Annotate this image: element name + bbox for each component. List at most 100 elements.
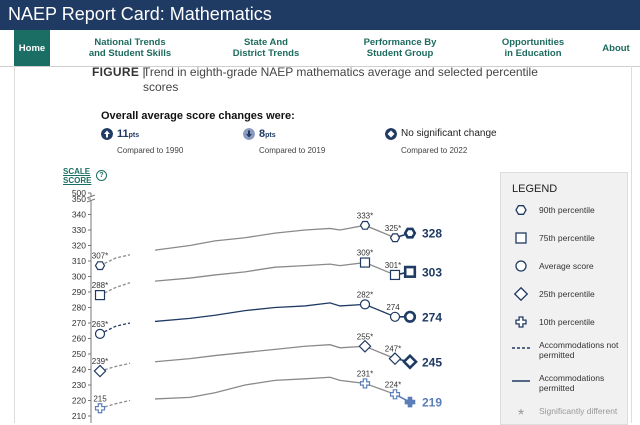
point-cross-11 [359, 378, 371, 389]
legend-label: 10th percentile [539, 317, 595, 327]
y-tick-label-330: 330 [72, 225, 86, 235]
y-tick-label-230: 230 [72, 380, 86, 390]
data-label-square-0: 288* [92, 281, 108, 290]
end-label-cross: 219 [422, 396, 442, 410]
solid-line [154, 261, 396, 282]
solid-line [154, 376, 396, 400]
point-cross-0 [94, 403, 106, 414]
dashed-line-icon [512, 347, 530, 349]
dashed-line [99, 399, 131, 409]
figure-label: FIGURE | [92, 65, 146, 79]
content-frame-right [631, 66, 632, 423]
point-cross-12 [389, 389, 401, 400]
y-tick-label-320: 320 [72, 241, 86, 251]
point-square-0 [94, 289, 106, 301]
series-hexagon: 307* 333* 325* 328 [92, 211, 442, 271]
nav-national-trends[interactable]: National Trends and Student Skills [88, 37, 172, 59]
legend-label: Accommodations not permitted [539, 340, 619, 360]
solid-line [154, 224, 396, 251]
data-label-cross-12: 224* [385, 380, 401, 389]
point-square-11 [359, 257, 371, 268]
point-cross-latest [404, 396, 416, 408]
point-circle-latest [403, 310, 417, 323]
end-label-hexagon: 328 [422, 227, 442, 241]
summary-unit: pts [265, 132, 276, 139]
nav-home[interactable]: Home [14, 30, 50, 66]
point-diamond-0 [93, 364, 107, 378]
legend-label: Significantly different [539, 406, 618, 416]
cross-icon [515, 316, 527, 328]
y-tick-label-290: 290 [72, 287, 86, 297]
y-tick-label-270: 270 [72, 318, 86, 328]
arrow-up-icon [101, 128, 113, 140]
data-label-square-12: 301* [385, 261, 401, 270]
content-frame-left [14, 66, 15, 423]
legend-title: LEGEND [512, 183, 558, 195]
data-label-cross-11: 231* [357, 369, 373, 378]
solid-line-icon [512, 380, 530, 382]
data-label-hexagon-12: 325* [385, 224, 401, 233]
square-icon [515, 232, 527, 244]
point-square-latest [403, 265, 417, 278]
end-label-diamond: 245 [422, 355, 442, 369]
end-label-circle: 274 [422, 310, 442, 324]
diamond-icon [513, 286, 529, 302]
nav-student-group[interactable]: Performance By Student Group [363, 37, 437, 59]
series-circle: 263* 282* 274 274 [92, 290, 442, 339]
legend-label: 90th percentile [539, 205, 595, 215]
y-tick-label-260: 260 [72, 334, 86, 344]
dashed-line [99, 322, 131, 335]
diamond-icon [385, 128, 397, 140]
point-diamond-latest [402, 353, 418, 370]
legend-label: Accommodations permitted [539, 373, 605, 393]
legend-label: 75th percentile [539, 233, 595, 243]
svg-text:*: * [518, 407, 524, 422]
arrow-down-icon [243, 128, 255, 140]
point-hexagon-11 [359, 220, 371, 230]
point-square-12 [389, 269, 401, 281]
summary-sub: Compared to 2019 [259, 146, 326, 155]
y-tick-label-310: 310 [72, 256, 86, 266]
data-label-diamond-0: 239* [92, 357, 108, 366]
point-circle-12 [389, 311, 401, 322]
nav-state-district[interactable]: State And District Trends [232, 37, 300, 59]
y-axis-label[interactable]: SCALE SCORE [63, 167, 92, 185]
summary-sub: Compared to 2022 [401, 146, 468, 155]
question-icon[interactable]: ? [96, 170, 107, 181]
summary-heading: Overall average score changes were: [101, 110, 295, 122]
solid-line [154, 344, 396, 363]
nav-opportunities[interactable]: Opportunities in Education [501, 37, 565, 59]
y-tick-label-350: 350 [72, 194, 86, 204]
data-label-square-11: 309* [357, 249, 373, 258]
y-tick-label-340: 340 [72, 210, 86, 220]
end-label-square: 303 [422, 265, 442, 279]
dashed-line [99, 362, 131, 372]
legend-panel: LEGEND 90th percentile 75th percentile Ave… [500, 172, 628, 425]
series-cross: 215 231* 224* 219 [93, 369, 442, 414]
series-diamond: 239* 255* 247* 245 [92, 332, 442, 378]
data-label-hexagon-0: 307* [92, 252, 108, 261]
point-diamond-12 [388, 352, 402, 366]
data-label-circle-0: 263* [92, 320, 108, 329]
data-label-circle-11: 282* [357, 290, 373, 299]
app-title: NAEP Report Card: Mathematics [8, 4, 272, 24]
hexagon-icon [515, 205, 527, 215]
y-tick-label-220: 220 [72, 396, 86, 406]
data-label-diamond-11: 255* [357, 332, 373, 341]
main-nav: Home National Trends and Student Skills S… [0, 30, 640, 67]
data-label-circle-12: 274 [386, 303, 400, 312]
circle-icon [515, 260, 527, 272]
data-label-diamond-12: 247* [385, 345, 401, 354]
figure-title: Trend in eighth-grade NAEP mathematics a… [143, 65, 538, 94]
top-bar: NAEP Report Card: Mathematics [0, 0, 640, 30]
data-label-cross-0: 215 [93, 394, 107, 403]
y-tick-label-240: 240 [72, 365, 86, 375]
legend-label: Average score [539, 261, 594, 271]
point-circle-0 [94, 328, 106, 339]
nav-about[interactable]: About [602, 42, 630, 54]
series-square: 288* 309* 301* 303 [92, 249, 442, 301]
axis-break [86, 194, 96, 203]
point-circle-11 [359, 299, 371, 310]
summary-value: No significant change [401, 128, 497, 139]
legend-label: 25th percentile [539, 289, 595, 299]
